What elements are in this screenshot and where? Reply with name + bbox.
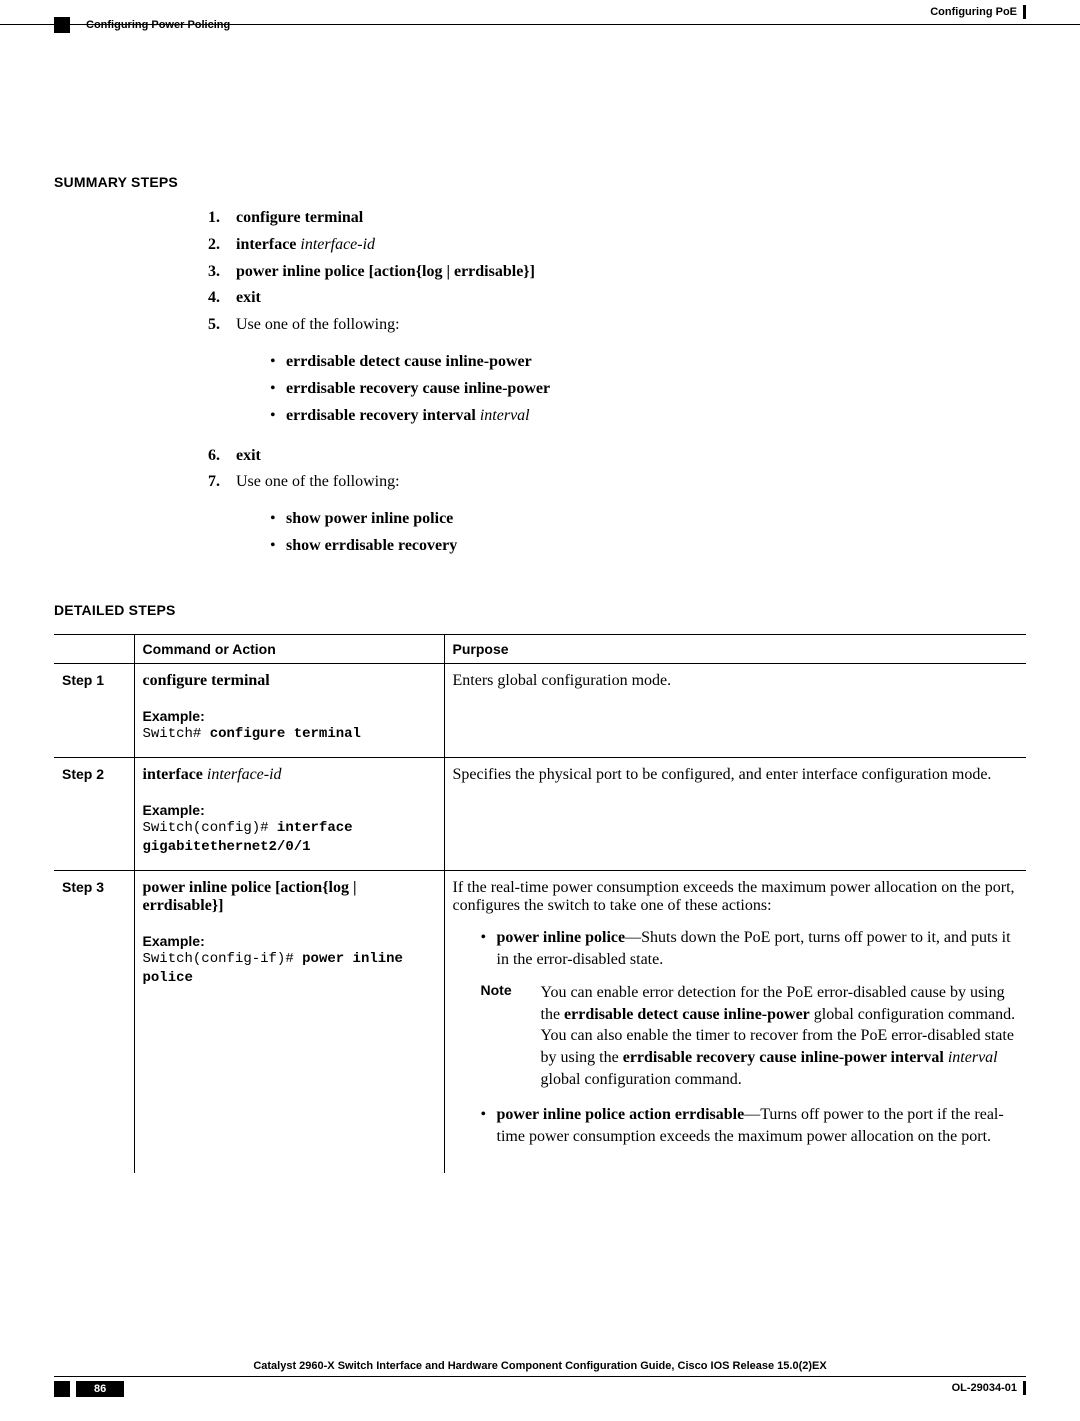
summary-steps-list: configure terminal interface interface-i… [208,206,1026,560]
step3-purpose-list-1: power inline police—Shuts down the PoE p… [481,927,1019,970]
summary-step-5-b1: errdisable detect cause inline-power [286,353,532,370]
step3-b1-cmd: power inline police [497,929,626,946]
summary-step-5-b2: errdisable recovery cause inline-power [286,380,550,397]
step3-example-label: Example: [143,933,436,949]
summary-step-7-b1: show power inline police [286,510,453,527]
table-row: Step 3 power inline police [action{log |… [54,871,1026,1174]
step1-example-code: Switch# configure terminal [143,726,361,742]
detailed-steps-table: Command or Action Purpose Step 1 configu… [54,634,1026,1174]
step2-example-label: Example: [143,802,436,818]
step3-command: power inline police [action{log | errdis… [143,879,357,914]
page-footer: Catalyst 2960-X Switch Interface and Har… [54,1360,1026,1397]
note-label: Note [481,982,541,1090]
table-header-row: Command or Action Purpose [54,634,1026,663]
summary-steps-heading: SUMMARY STEPS [54,174,1026,190]
footer-page-number: 86 [76,1381,124,1397]
step1-purpose: Enters global configuration mode. [444,663,1026,757]
footer-doc-number: OL-29034-01 [952,1381,1026,1395]
summary-step-7-text: Use one of the following: [236,473,400,490]
header-square-icon [54,17,70,33]
step3-purpose-list-2: power inline police action errdisable—Tu… [481,1104,1019,1147]
th-step [54,634,134,663]
summary-step-2-cmd: interface [236,236,296,253]
step2-arg: interface-id [207,766,282,783]
summary-step-5-b3b: interval [480,407,530,424]
table-row: Step 1 configure terminal Example: Switc… [54,663,1026,757]
step3-example-code: Switch(config-if)# power inline police [143,951,412,986]
step1-command: configure terminal [143,672,270,689]
summary-step-7-b2: show errdisable recovery [286,537,457,554]
summary-step-6: exit [236,447,261,464]
footer-doc-title: Catalyst 2960-X Switch Interface and Har… [54,1360,1026,1372]
step3-note: Note You can enable error detection for … [481,982,1019,1090]
summary-step-7-sublist: show power inline police show errdisable… [270,505,1026,559]
th-command: Command or Action [134,634,444,663]
summary-step-3: power inline police [action{log | errdis… [236,263,535,280]
step1-label: Step 1 [62,672,104,688]
header-section-label: Configuring Power Policing [86,19,230,31]
step2-purpose: Specifies the physical port to be config… [444,757,1026,870]
note-body: You can enable error detection for the P… [541,982,1019,1090]
detailed-steps-heading: DETAILED STEPS [54,602,1026,618]
page-content: SUMMARY STEPS configure terminal interfa… [0,84,1080,1173]
step3-purpose-intro: If the real-time power consumption excee… [453,879,1019,915]
step2-label: Step 2 [62,766,104,782]
step1-example-label: Example: [143,708,436,724]
summary-step-2-arg: interface-id [300,236,375,253]
table-row: Step 2 interface interface-id Example: S… [54,757,1026,870]
summary-step-5-sublist: errdisable detect cause inline-power err… [270,348,1026,430]
step3-label: Step 3 [62,879,104,895]
step2-command: interface [143,766,203,783]
page-header: Configuring PoE Configuring Power Polici… [0,24,1080,84]
step2-example-code: Switch(config)# interface gigabitetherne… [143,820,361,855]
th-purpose: Purpose [444,634,1026,663]
summary-step-4: exit [236,289,261,306]
summary-step-5-text: Use one of the following: [236,316,400,333]
summary-step-1: configure terminal [236,209,363,226]
summary-step-5-b3a: errdisable recovery interval [286,407,476,424]
header-chapter-label: Configuring PoE [930,5,1026,19]
step3-b2-cmd: power inline police action errdisable [497,1106,745,1123]
